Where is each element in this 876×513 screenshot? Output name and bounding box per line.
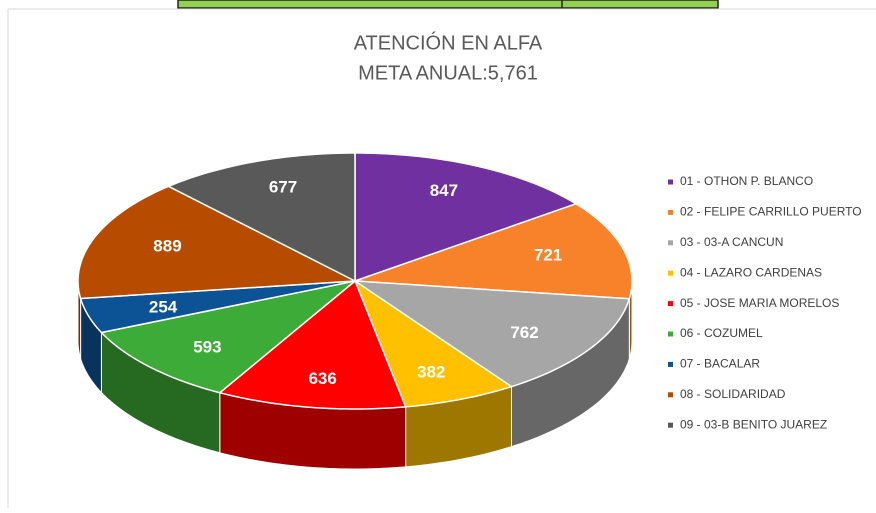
- legend-marker: [668, 240, 673, 246]
- legend-label: 07 - BACALAR: [680, 357, 760, 371]
- pie-slice: [99, 280, 356, 394]
- legend-marker: [668, 392, 673, 398]
- data-label: 593: [193, 338, 221, 357]
- pie-slice: [354, 152, 578, 283]
- legend-label: 05 - JOSE MARIA MORELOS: [680, 296, 839, 310]
- pie-slice: [352, 280, 631, 388]
- data-label: 889: [153, 236, 181, 255]
- data-label: 762: [510, 323, 538, 342]
- chart-title: ATENCIÓN EN ALFA: [354, 31, 543, 54]
- legend-label: 08 - SOLIDARIDAD: [680, 387, 786, 401]
- legend-label: 03 - 03-A CANCUN: [680, 235, 783, 249]
- chart-subtitle: META ANUAL:5,761: [358, 62, 538, 84]
- legend-marker: [668, 179, 673, 185]
- legend-marker: [668, 270, 673, 276]
- data-label: 636: [308, 369, 336, 388]
- header-band: [177, 0, 719, 9]
- data-label: 254: [149, 298, 178, 317]
- legend-marker: [668, 422, 673, 428]
- pie-slice: [218, 279, 407, 410]
- data-label: 847: [430, 181, 458, 200]
- data-label: 721: [534, 245, 562, 264]
- legend-label: 01 - OTHON P. BLANCO: [680, 174, 813, 188]
- legend-label: 04 - LAZARO CARDENAS: [680, 265, 822, 279]
- pie-slice: [166, 152, 356, 283]
- legend-marker: [668, 331, 673, 337]
- pie-slice: [79, 280, 356, 334]
- legend-marker: [668, 361, 673, 367]
- legend-marker: [668, 209, 673, 215]
- legend-label: 09 - 03-B BENITO JUAREZ: [680, 417, 827, 431]
- pie-slice: [353, 279, 514, 408]
- pie-slice: [354, 203, 633, 300]
- legend-marker: [668, 301, 673, 307]
- data-label: 382: [417, 363, 445, 382]
- legend-label: 02 - FELIPE CARRILLO PUERTO: [680, 205, 862, 219]
- pie-slice: [77, 185, 358, 300]
- data-label: 677: [269, 177, 297, 196]
- legend-label: 06 - COZUMEL: [680, 326, 763, 340]
